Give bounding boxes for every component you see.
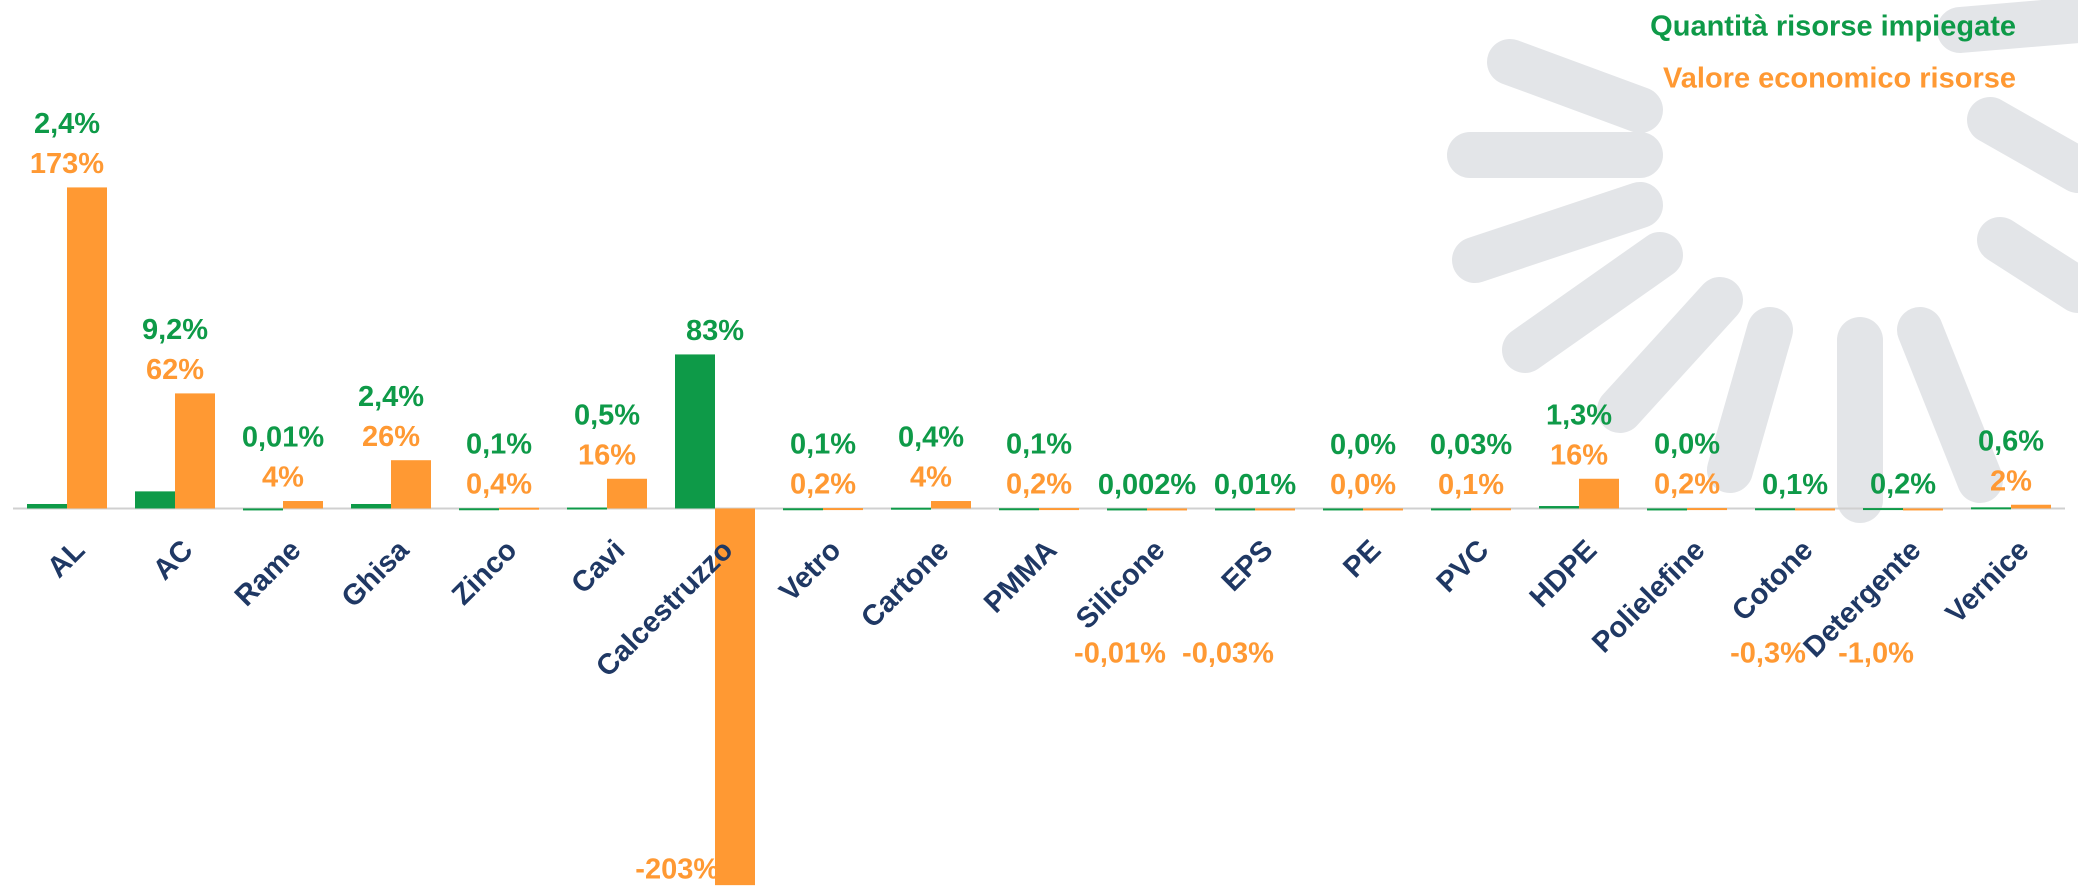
data-label: 0,0% xyxy=(1330,429,1396,461)
bar xyxy=(459,508,499,510)
data-label: 0,2% xyxy=(1654,469,1720,501)
bar xyxy=(499,508,539,510)
x-tick-label: Zinco xyxy=(446,534,523,611)
bar xyxy=(607,479,647,509)
data-label: 0,1% xyxy=(1006,429,1072,461)
data-label: 2% xyxy=(1990,465,2032,497)
bar xyxy=(567,508,607,510)
data-label: 0,6% xyxy=(1978,425,2044,457)
x-tick-label: EPS xyxy=(1216,534,1280,598)
bar xyxy=(823,508,863,510)
data-label: 4% xyxy=(910,462,952,494)
data-label: -0,03% xyxy=(1182,638,1274,670)
data-label: -1,0% xyxy=(1838,638,1914,670)
data-label: -203% xyxy=(635,854,719,886)
bar xyxy=(27,504,67,508)
page: Quantità risorse impiegate Valore economi… xyxy=(0,0,2078,887)
x-tick-label: AL xyxy=(41,534,91,584)
bar xyxy=(783,508,823,510)
x-tick-label: HDPE xyxy=(1524,534,1604,614)
bar xyxy=(391,460,431,508)
bar xyxy=(2011,505,2051,509)
data-label: 0,0% xyxy=(1654,429,1720,461)
bar xyxy=(1215,508,1255,510)
bar xyxy=(675,354,715,508)
data-label: 0,2% xyxy=(1870,469,1936,501)
data-label: 0,002% xyxy=(1098,469,1197,501)
bar xyxy=(1903,508,1943,510)
x-tick-label: Ghisa xyxy=(336,534,416,614)
bar xyxy=(1431,508,1471,510)
x-tick-label: Vernice xyxy=(1940,534,2036,630)
bar xyxy=(351,504,391,508)
bar xyxy=(1647,508,1687,510)
data-label: 173% xyxy=(30,148,104,180)
bar xyxy=(1755,508,1795,510)
data-label: 0,2% xyxy=(1006,469,1072,501)
bar xyxy=(1363,508,1403,510)
data-label: 0,1% xyxy=(466,428,532,460)
bar xyxy=(135,491,175,508)
x-tick-label: Cavi xyxy=(565,534,631,600)
x-tick-label: Silicone xyxy=(1070,534,1171,635)
bar xyxy=(999,508,1039,510)
bar xyxy=(1107,508,1147,510)
data-label: 83% xyxy=(686,315,744,347)
bar xyxy=(931,501,971,508)
x-tick-label: PE xyxy=(1337,534,1387,584)
bar xyxy=(175,393,215,508)
bar xyxy=(1579,479,1619,509)
bar xyxy=(1863,508,1903,510)
data-label: -0,3% xyxy=(1730,638,1806,670)
bar xyxy=(1539,506,1579,508)
data-label: 0,1% xyxy=(1438,469,1504,501)
chart: Quantità risorse impiegate Valore economi… xyxy=(0,0,2078,887)
data-label: 0,5% xyxy=(574,399,640,431)
legend-label: Valore economico risorse xyxy=(1663,63,2016,95)
data-label: 2,4% xyxy=(358,381,424,413)
x-tick-label: Polielefine xyxy=(1586,534,1711,659)
data-label: 16% xyxy=(578,439,636,471)
bar xyxy=(283,501,323,508)
bar xyxy=(1795,508,1835,510)
bar xyxy=(1147,508,1187,510)
data-label: 26% xyxy=(362,421,420,453)
x-tick-label: Cartone xyxy=(855,534,955,634)
data-label: -0,01% xyxy=(1074,638,1166,670)
data-label: 0,03% xyxy=(1430,429,1512,461)
bar xyxy=(891,508,931,510)
x-tick-label: Cotone xyxy=(1726,534,1819,627)
data-label: 4% xyxy=(262,462,304,494)
bar xyxy=(67,187,107,508)
data-label: 0,01% xyxy=(1214,469,1296,501)
data-label: 2,4% xyxy=(34,108,100,140)
bar xyxy=(1471,508,1511,510)
x-tick-label: AC xyxy=(147,534,199,586)
bar xyxy=(243,508,283,510)
data-label: 16% xyxy=(1550,439,1608,471)
x-tick-label: PMMA xyxy=(978,534,1063,619)
data-label: 0,01% xyxy=(242,422,324,454)
data-label: 0,1% xyxy=(1762,469,1828,501)
plot-area: 173% 2,4% AL 62% 9,2% AC 4% 0,01% Rame 26% 2,4% Ghi… xyxy=(13,108,2065,886)
bar xyxy=(1687,508,1727,510)
bar xyxy=(1323,508,1363,510)
data-label: 0,4% xyxy=(898,422,964,454)
x-tick-label: PVC xyxy=(1431,534,1496,599)
x-tick-label: Rame xyxy=(229,534,307,612)
data-label: 9,2% xyxy=(142,314,208,346)
legend-label: Quantità risorse impiegate xyxy=(1650,11,2016,43)
data-label: 1,3% xyxy=(1546,399,1612,431)
x-tick-label: Vetro xyxy=(773,534,847,608)
data-label: 0,2% xyxy=(790,469,856,501)
bar xyxy=(1039,508,1079,510)
data-label: 62% xyxy=(146,354,204,386)
bar xyxy=(1971,507,2011,509)
data-label: 0,1% xyxy=(790,429,856,461)
data-label: 0,4% xyxy=(466,468,532,500)
data-label: 0,0% xyxy=(1330,469,1396,501)
bar xyxy=(1255,508,1295,510)
